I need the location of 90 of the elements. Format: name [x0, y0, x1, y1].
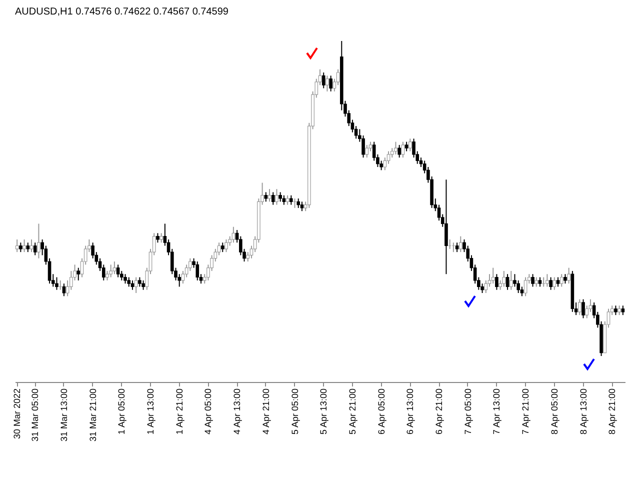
candlestick	[15, 238, 19, 253]
candlestick	[62, 283, 66, 297]
x-tick-label: 31 Mar 21:00	[88, 388, 98, 442]
candlestick	[286, 194, 290, 206]
candlestick	[618, 305, 621, 316]
x-tick-label: 4 Apr 05:00	[203, 388, 214, 435]
candlestick	[408, 138, 412, 152]
x-tick-label: 6 Apr 05:00	[376, 388, 386, 435]
candlestick	[564, 274, 567, 284]
x-tick-label: 4 Apr 21:00	[260, 388, 271, 435]
candlestick	[130, 280, 134, 290]
candlestick	[278, 192, 282, 202]
x-tick-label: 7 Apr 05:00	[462, 388, 473, 435]
x-tick-label: 31 Mar 13:00	[58, 388, 69, 442]
candlestick	[264, 192, 268, 202]
candlestick	[196, 261, 200, 281]
candlestick	[538, 276, 542, 288]
candlestick	[156, 232, 160, 244]
candlestick	[531, 274, 534, 288]
candlestick	[401, 141, 405, 158]
candlestick	[509, 270, 513, 290]
candlestick	[506, 274, 510, 290]
candlestick	[546, 274, 549, 288]
candlestick	[268, 188, 272, 202]
x-tick-label: 1 Apr 05:00	[116, 388, 127, 435]
candlestick	[296, 198, 300, 208]
candlestick	[582, 298, 585, 319]
candlestick	[112, 261, 116, 275]
x-tick-label: 7 Apr 21:00	[520, 388, 531, 435]
candlestick	[224, 238, 228, 253]
x-tick-label: 30 Mar 2022	[12, 388, 22, 440]
candlestick	[444, 179, 448, 275]
candlestick	[365, 144, 369, 158]
candlestick	[556, 276, 560, 288]
candlestick	[322, 72, 326, 89]
x-tick-label: 8 Apr 05:00	[549, 388, 560, 435]
x-tick-label: 1 Apr 13:00	[146, 388, 156, 435]
candlestick	[232, 226, 236, 244]
candlestick	[109, 264, 112, 278]
candlestick	[567, 267, 570, 284]
candlestick	[542, 276, 546, 288]
candlestick	[534, 276, 538, 288]
candlestick	[134, 276, 138, 294]
candlestick	[329, 75, 332, 92]
x-tick-label: 1 Apr 21:00	[174, 388, 184, 435]
chart-title: AUDUSD,H1 0.74576 0.74622 0.74567 0.74599	[15, 6, 229, 18]
candlestick	[404, 141, 408, 152]
candlestick	[55, 276, 58, 290]
x-tick-label: 5 Apr 21:00	[347, 388, 358, 435]
candlestick	[275, 188, 278, 206]
x-tick-label: 31 Mar 05:00	[30, 388, 40, 442]
x-tick-label: 7 Apr 13:00	[492, 388, 502, 435]
candlestick	[142, 280, 145, 290]
x-tick-label: 8 Apr 13:00	[578, 388, 588, 435]
candlestick	[560, 274, 564, 288]
candlestick	[502, 270, 506, 288]
candlestick	[621, 305, 625, 316]
candlestick	[116, 264, 120, 278]
candlestick	[220, 242, 224, 253]
x-tick-label: 6 Apr 13:00	[405, 388, 416, 435]
candlestick	[138, 276, 142, 288]
candlestick	[22, 238, 26, 253]
candlestick	[300, 201, 304, 212]
candlestick	[491, 267, 495, 284]
candlestick	[524, 276, 528, 297]
candlestick	[124, 274, 127, 284]
candlestick	[495, 274, 498, 290]
candlestick	[578, 298, 582, 316]
candlestick	[326, 75, 329, 92]
candlestick	[37, 223, 40, 259]
candlestick	[458, 236, 462, 253]
x-tick-label: 4 Apr 13:00	[232, 388, 242, 435]
x-tick-label: 6 Apr 21:00	[434, 388, 444, 435]
candlestick	[271, 192, 275, 206]
candlestick	[549, 276, 552, 290]
candlestick	[552, 276, 556, 290]
x-tick-label: 5 Apr 13:00	[318, 388, 329, 435]
candlestick	[394, 141, 398, 155]
candlestick	[160, 232, 163, 244]
candlestick	[614, 305, 618, 316]
candlestick	[19, 242, 22, 253]
candlestick	[290, 194, 293, 206]
x-tick-label: 5 Apr 05:00	[290, 388, 300, 435]
candlestick	[398, 144, 401, 158]
candlestick	[33, 242, 37, 256]
candlestick	[76, 267, 80, 281]
candlestick	[26, 242, 30, 253]
candlestick	[127, 276, 131, 288]
candlestick	[282, 194, 286, 206]
x-tick-label: 8 Apr 21:00	[607, 388, 618, 435]
